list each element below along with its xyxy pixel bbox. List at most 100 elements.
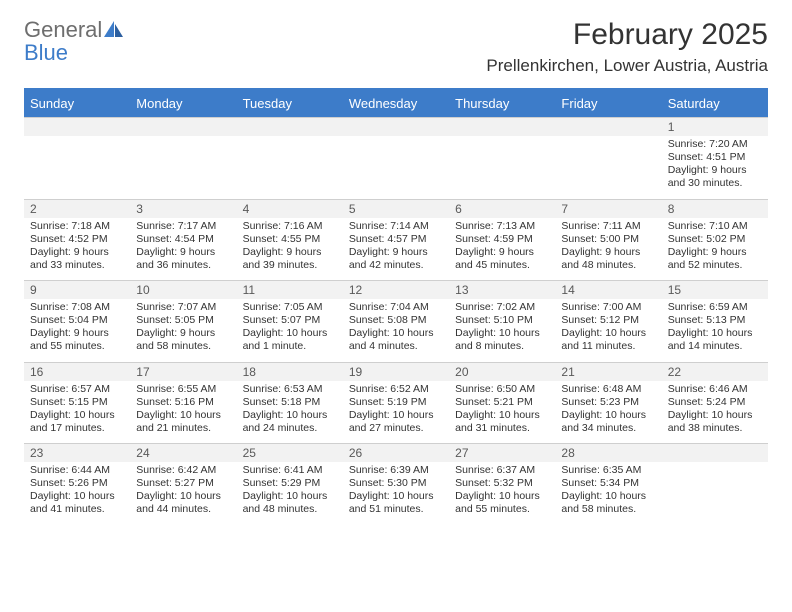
day-number: 20 [449,362,555,381]
empty-cell [449,136,555,199]
day-number: 17 [130,362,236,381]
day-detail: Sunrise: 7:04 AMSunset: 5:08 PMDaylight:… [343,299,449,362]
empty-cell [24,136,130,199]
day-detail: Sunrise: 6:57 AMSunset: 5:15 PMDaylight:… [24,381,130,444]
daylight-text: Daylight: 10 hours [455,409,549,422]
daylight-text: and 45 minutes. [455,259,549,272]
daylight-text: and 30 minutes. [668,177,762,190]
day-number: 15 [662,280,768,299]
daylight-text: and 55 minutes. [455,503,549,516]
empty-cell [237,117,343,136]
sunset-text: Sunset: 5:32 PM [455,477,549,490]
day-number: 9 [24,280,130,299]
dow-header-cell: Tuesday [237,90,343,117]
sunrise-text: Sunrise: 7:02 AM [455,301,549,314]
sunset-text: Sunset: 5:29 PM [243,477,337,490]
header-block: General Blue February 2025 Prellenkirche… [24,18,768,76]
sunset-text: Sunset: 4:57 PM [349,233,443,246]
day-number: 2 [24,199,130,218]
sunrise-text: Sunrise: 6:59 AM [668,301,762,314]
sunrise-text: Sunrise: 7:10 AM [668,220,762,233]
empty-cell [130,136,236,199]
daylight-text: and 21 minutes. [136,422,230,435]
daylight-text: Daylight: 9 hours [668,246,762,259]
day-detail: Sunrise: 7:07 AMSunset: 5:05 PMDaylight:… [130,299,236,362]
title-block: February 2025 Prellenkirchen, Lower Aust… [486,18,768,76]
sunrise-text: Sunrise: 7:17 AM [136,220,230,233]
day-detail: Sunrise: 6:59 AMSunset: 5:13 PMDaylight:… [662,299,768,362]
dow-header-cell: Friday [555,90,661,117]
day-detail: Sunrise: 7:17 AMSunset: 4:54 PMDaylight:… [130,218,236,281]
daylight-text: and 24 minutes. [243,422,337,435]
daylight-text: Daylight: 10 hours [136,409,230,422]
empty-cell [662,443,768,462]
sunrise-text: Sunrise: 6:39 AM [349,464,443,477]
day-number: 8 [662,199,768,218]
daylight-text: Daylight: 10 hours [455,327,549,340]
day-number: 11 [237,280,343,299]
empty-cell [343,117,449,136]
day-number: 14 [555,280,661,299]
day-detail: Sunrise: 6:55 AMSunset: 5:16 PMDaylight:… [130,381,236,444]
day-number: 26 [343,443,449,462]
brand-word-1: General [24,17,102,42]
sunrise-text: Sunrise: 6:37 AM [455,464,549,477]
sunrise-text: Sunrise: 6:50 AM [455,383,549,396]
day-detail: Sunrise: 6:48 AMSunset: 5:23 PMDaylight:… [555,381,661,444]
day-detail: Sunrise: 6:39 AMSunset: 5:30 PMDaylight:… [343,462,449,525]
day-detail: Sunrise: 6:41 AMSunset: 5:29 PMDaylight:… [237,462,343,525]
day-detail: Sunrise: 6:35 AMSunset: 5:34 PMDaylight:… [555,462,661,525]
daylight-text: Daylight: 9 hours [243,246,337,259]
week-detail-row: Sunrise: 6:57 AMSunset: 5:15 PMDaylight:… [24,381,768,444]
day-number: 16 [24,362,130,381]
sail-icon [104,17,124,42]
day-number: 10 [130,280,236,299]
daylight-text: Daylight: 9 hours [561,246,655,259]
daylight-text: Daylight: 10 hours [30,409,124,422]
daylight-text: Daylight: 9 hours [455,246,549,259]
empty-cell [662,462,768,525]
sunset-text: Sunset: 5:16 PM [136,396,230,409]
sunset-text: Sunset: 5:19 PM [349,396,443,409]
day-detail: Sunrise: 6:42 AMSunset: 5:27 PMDaylight:… [130,462,236,525]
day-detail: Sunrise: 6:50 AMSunset: 5:21 PMDaylight:… [449,381,555,444]
week-detail-row: Sunrise: 6:44 AMSunset: 5:26 PMDaylight:… [24,462,768,525]
day-detail: Sunrise: 7:05 AMSunset: 5:07 PMDaylight:… [237,299,343,362]
day-detail: Sunrise: 7:18 AMSunset: 4:52 PMDaylight:… [24,218,130,281]
day-detail: Sunrise: 7:08 AMSunset: 5:04 PMDaylight:… [24,299,130,362]
sunrise-text: Sunrise: 7:04 AM [349,301,443,314]
daylight-text: Daylight: 10 hours [243,409,337,422]
week-detail-row: Sunrise: 7:20 AMSunset: 4:51 PMDaylight:… [24,136,768,199]
day-number: 18 [237,362,343,381]
day-detail: Sunrise: 7:14 AMSunset: 4:57 PMDaylight:… [343,218,449,281]
sunrise-text: Sunrise: 6:42 AM [136,464,230,477]
sunrise-text: Sunrise: 6:44 AM [30,464,124,477]
daylight-text: and 48 minutes. [243,503,337,516]
brand-word-2: Blue [24,40,68,65]
daylight-text: and 42 minutes. [349,259,443,272]
day-number: 19 [343,362,449,381]
daylight-text: and 48 minutes. [561,259,655,272]
empty-cell [24,117,130,136]
sunset-text: Sunset: 4:59 PM [455,233,549,246]
day-number: 5 [343,199,449,218]
sunset-text: Sunset: 5:05 PM [136,314,230,327]
month-title: February 2025 [486,18,768,52]
sunrise-text: Sunrise: 6:35 AM [561,464,655,477]
day-number: 13 [449,280,555,299]
daylight-text: and 44 minutes. [136,503,230,516]
week-detail-row: Sunrise: 7:18 AMSunset: 4:52 PMDaylight:… [24,218,768,281]
day-number: 1 [662,117,768,136]
daylight-text: Daylight: 9 hours [349,246,443,259]
day-number: 4 [237,199,343,218]
day-number: 24 [130,443,236,462]
sunset-text: Sunset: 5:13 PM [668,314,762,327]
sunset-text: Sunset: 5:07 PM [243,314,337,327]
sunset-text: Sunset: 4:51 PM [668,151,762,164]
daylight-text: Daylight: 10 hours [668,409,762,422]
sunset-text: Sunset: 5:23 PM [561,396,655,409]
day-detail: Sunrise: 7:10 AMSunset: 5:02 PMDaylight:… [662,218,768,281]
daylight-text: and 17 minutes. [30,422,124,435]
sunset-text: Sunset: 5:21 PM [455,396,549,409]
empty-cell [237,136,343,199]
